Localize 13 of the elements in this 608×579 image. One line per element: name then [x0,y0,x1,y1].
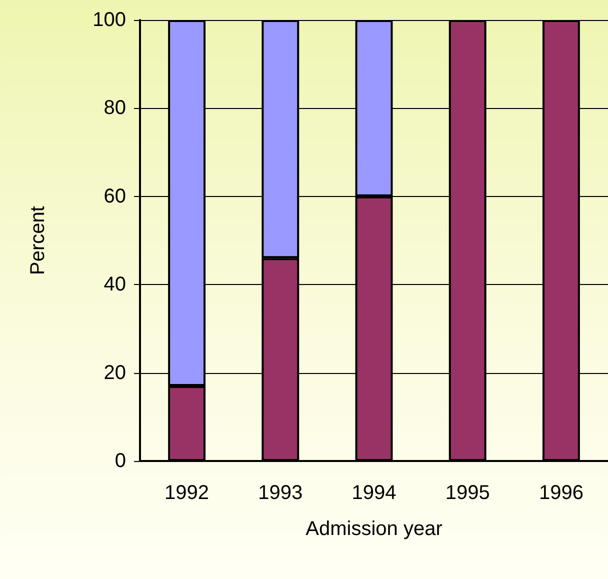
x-tick-label: 1995 [445,482,490,504]
y-tick-label: 80 [104,97,126,120]
y-axis-title: Percent [27,206,49,275]
x-axis-title: Admission year [306,518,443,540]
y-tick-label: 20 [104,362,126,384]
y-tick-label: 40 [104,274,126,296]
y-tick-label: 0 [114,450,126,472]
x-tick-label: 1993 [258,482,303,504]
y-tick-label: 100 [92,9,126,31]
x-tick-label: 1992 [164,482,210,504]
x-tick-label: 1996 [538,482,584,504]
y-tick-label: 60 [104,185,126,208]
x-tick-label: 1994 [352,482,396,504]
